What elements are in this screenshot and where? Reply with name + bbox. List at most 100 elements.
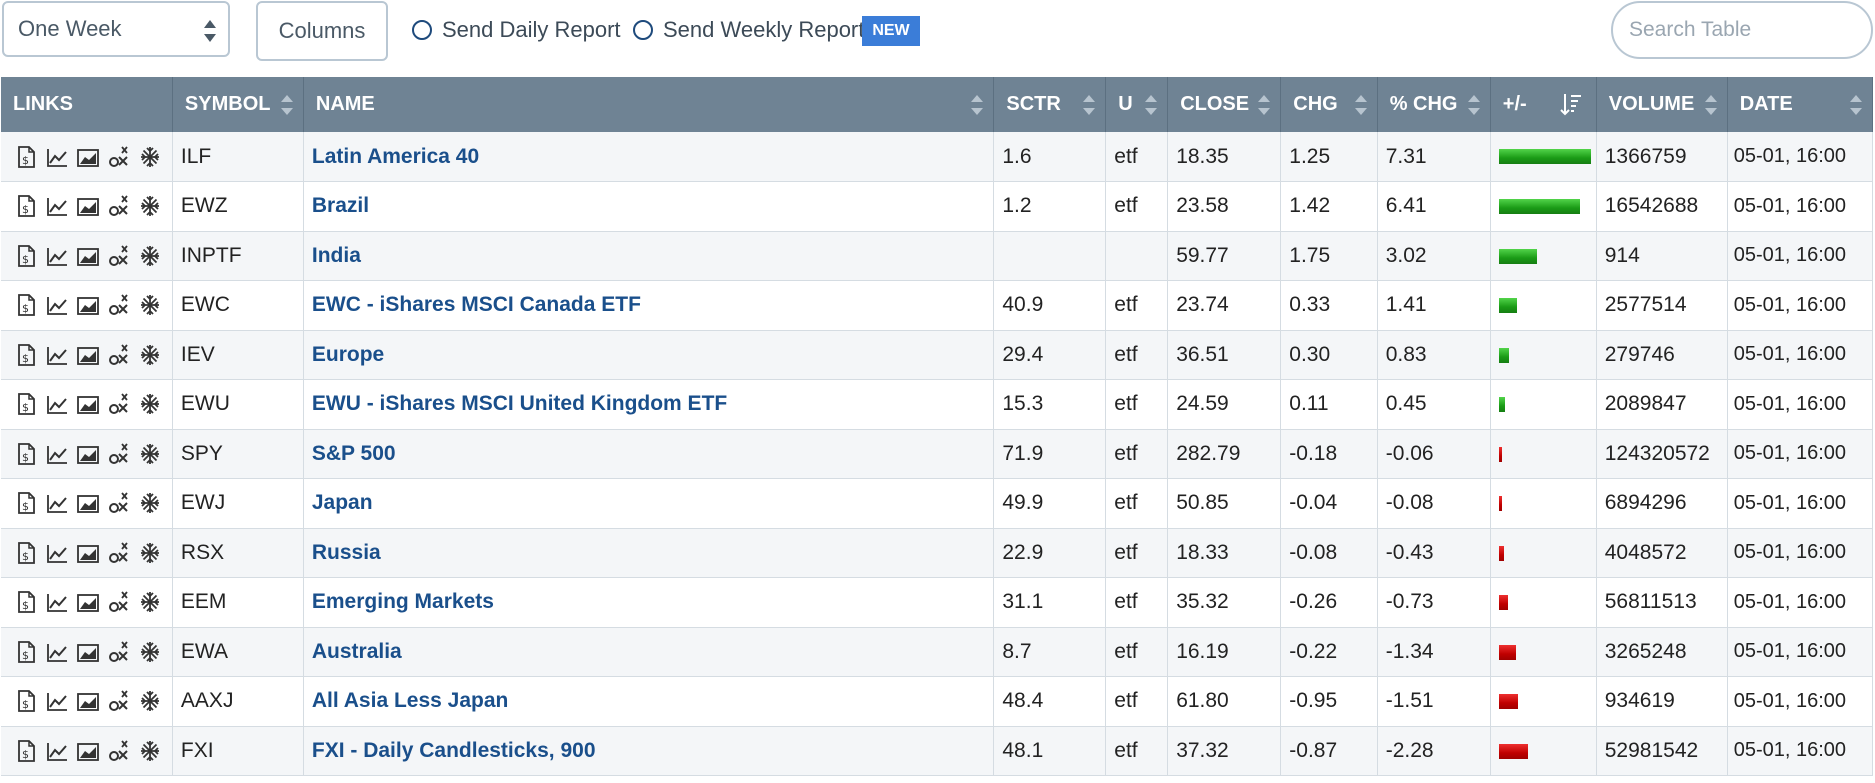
symbol-name-link[interactable]: EWU - iShares MSCI United Kingdom ETF [311, 392, 728, 416]
area-chart-icon[interactable] [77, 293, 99, 317]
table-row[interactable]: $ EWZ Brazil 1.2 etf 23.58 1.42 6.41 165… [1, 181, 1874, 232]
point-figure-icon[interactable] [108, 442, 130, 466]
symbol-name-link[interactable]: Japan [311, 491, 373, 515]
table-row[interactable]: $ EWC EWC - iShares MSCI Canada ETF 40.9… [1, 280, 1874, 331]
sort-icon[interactable] [1467, 95, 1480, 115]
col-header-date[interactable]: DATE [1727, 77, 1874, 132]
summary-icon[interactable]: $ [15, 442, 37, 466]
summary-icon[interactable]: $ [15, 392, 37, 416]
line-chart-icon[interactable] [46, 194, 68, 218]
area-chart-icon[interactable] [77, 194, 99, 218]
sort-icon[interactable] [971, 95, 984, 115]
sort-icon[interactable] [1083, 95, 1096, 115]
table-row[interactable]: $ INPTF India 59.77 1.75 3.02 914 05-01,… [1, 231, 1874, 281]
seasonality-icon[interactable] [139, 244, 161, 268]
table-row[interactable]: $ ILF Latin America 40 1.6 etf 18.35 1.2… [1, 132, 1874, 182]
table-row[interactable]: $ EEM Emerging Markets 31.1 etf 35.32 -0… [1, 577, 1874, 628]
line-chart-icon[interactable] [46, 293, 68, 317]
sort-icon[interactable] [1704, 95, 1717, 115]
summary-icon[interactable]: $ [15, 689, 37, 713]
line-chart-icon[interactable] [46, 343, 68, 367]
line-chart-icon[interactable] [46, 739, 68, 763]
point-figure-icon[interactable] [108, 392, 130, 416]
line-chart-icon[interactable] [46, 244, 68, 268]
point-figure-icon[interactable] [108, 640, 130, 664]
symbol-name-link[interactable]: Latin America 40 [311, 144, 480, 168]
point-figure-icon[interactable] [108, 145, 130, 169]
area-chart-icon[interactable] [77, 739, 99, 763]
line-chart-icon[interactable] [46, 689, 68, 713]
daily-report-radio[interactable]: Send Daily Report [412, 17, 621, 43]
summary-icon[interactable]: $ [15, 293, 37, 317]
point-figure-icon[interactable] [108, 343, 130, 367]
symbol-name-link[interactable]: India [311, 243, 361, 267]
point-figure-icon[interactable] [108, 590, 130, 614]
table-row[interactable]: $ FXI FXI - Daily Candlesticks, 900 48.1… [1, 726, 1874, 776]
point-figure-icon[interactable] [108, 194, 130, 218]
area-chart-icon[interactable] [77, 689, 99, 713]
symbol-name-link[interactable]: All Asia Less Japan [311, 689, 509, 713]
line-chart-icon[interactable] [46, 590, 68, 614]
area-chart-icon[interactable] [77, 145, 99, 169]
table-row[interactable]: $ EWJ Japan 49.9 etf 50.85 -0.04 -0.08 6… [1, 478, 1874, 529]
summary-icon[interactable]: $ [15, 194, 37, 218]
summary-icon[interactable]: $ [15, 541, 37, 565]
sort-icon[interactable] [1258, 95, 1271, 115]
summary-icon[interactable]: $ [15, 145, 37, 169]
seasonality-icon[interactable] [139, 194, 161, 218]
line-chart-icon[interactable] [46, 442, 68, 466]
col-header-pct-chg[interactable]: % CHG [1377, 77, 1491, 132]
line-chart-icon[interactable] [46, 491, 68, 515]
line-chart-icon[interactable] [46, 145, 68, 169]
symbol-name-link[interactable]: FXI - Daily Candlesticks, 900 [311, 738, 596, 762]
sort-descending-icon[interactable] [1560, 91, 1582, 117]
symbol-name-link[interactable]: EWC - iShares MSCI Canada ETF [311, 293, 641, 317]
seasonality-icon[interactable] [139, 293, 161, 317]
point-figure-icon[interactable] [108, 293, 130, 317]
summary-icon[interactable]: $ [15, 343, 37, 367]
area-chart-icon[interactable] [77, 244, 99, 268]
line-chart-icon[interactable] [46, 640, 68, 664]
summary-icon[interactable]: $ [15, 590, 37, 614]
point-figure-icon[interactable] [108, 244, 130, 268]
table-row[interactable]: $ SPY S&P 500 71.9 etf 282.79 -0.18 -0.0… [1, 429, 1874, 479]
col-header-sctr[interactable]: SCTR [993, 77, 1107, 132]
search-input[interactable] [1611, 1, 1873, 59]
symbol-name-link[interactable]: Emerging Markets [311, 590, 494, 614]
symbol-name-link[interactable]: Europe [311, 342, 385, 366]
area-chart-icon[interactable] [77, 442, 99, 466]
weekly-report-radio[interactable]: Send Weekly Report [633, 17, 864, 43]
col-header-u[interactable]: U [1105, 77, 1169, 132]
period-select[interactable]: One Week [2, 1, 230, 57]
summary-icon[interactable]: $ [15, 739, 37, 763]
symbol-name-link[interactable]: S&P 500 [311, 441, 396, 465]
col-header-plus-minus[interactable]: +/- [1490, 77, 1597, 132]
seasonality-icon[interactable] [139, 442, 161, 466]
table-row[interactable]: $ RSX Russia 22.9 etf 18.33 -0.08 -0.43 … [1, 528, 1874, 578]
area-chart-icon[interactable] [77, 343, 99, 367]
col-header-chg[interactable]: CHG [1280, 77, 1378, 132]
seasonality-icon[interactable] [139, 590, 161, 614]
sort-icon[interactable] [280, 95, 293, 115]
seasonality-icon[interactable] [139, 739, 161, 763]
seasonality-icon[interactable] [139, 145, 161, 169]
seasonality-icon[interactable] [139, 541, 161, 565]
seasonality-icon[interactable] [139, 640, 161, 664]
sort-icon[interactable] [1354, 95, 1367, 115]
summary-icon[interactable]: $ [15, 640, 37, 664]
table-row[interactable]: $ IEV Europe 29.4 etf 36.51 0.30 0.83 27… [1, 330, 1874, 380]
area-chart-icon[interactable] [77, 541, 99, 565]
symbol-name-link[interactable]: Russia [311, 540, 381, 564]
symbol-name-link[interactable]: Brazil [311, 194, 370, 218]
seasonality-icon[interactable] [139, 343, 161, 367]
col-header-name[interactable]: NAME [303, 77, 995, 132]
area-chart-icon[interactable] [77, 392, 99, 416]
point-figure-icon[interactable] [108, 491, 130, 515]
point-figure-icon[interactable] [108, 689, 130, 713]
line-chart-icon[interactable] [46, 541, 68, 565]
col-header-volume[interactable]: VOLUME [1596, 77, 1728, 132]
seasonality-icon[interactable] [139, 491, 161, 515]
summary-icon[interactable]: $ [15, 491, 37, 515]
sort-icon[interactable] [1850, 95, 1862, 115]
table-row[interactable]: $ EWU EWU - iShares MSCI United Kingdom … [1, 379, 1874, 430]
